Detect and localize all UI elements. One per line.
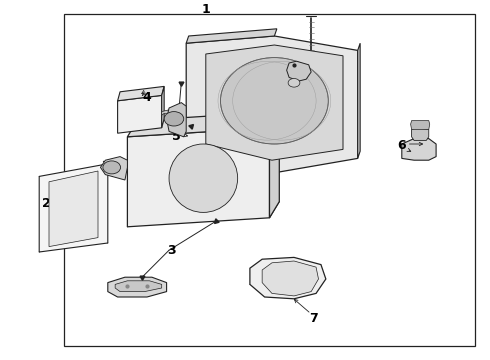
Polygon shape bbox=[186, 36, 358, 173]
Circle shape bbox=[164, 112, 184, 126]
Text: 4: 4 bbox=[143, 91, 151, 104]
Polygon shape bbox=[186, 29, 277, 43]
Polygon shape bbox=[262, 261, 318, 296]
Polygon shape bbox=[206, 45, 343, 160]
Circle shape bbox=[103, 161, 121, 174]
Polygon shape bbox=[358, 43, 360, 158]
Polygon shape bbox=[39, 164, 108, 252]
Polygon shape bbox=[127, 112, 279, 137]
Polygon shape bbox=[411, 121, 430, 130]
Text: 5: 5 bbox=[172, 130, 181, 143]
Text: 3: 3 bbox=[167, 244, 176, 257]
Polygon shape bbox=[100, 157, 127, 180]
Polygon shape bbox=[118, 86, 164, 101]
Bar bbox=[64, 14, 475, 346]
Polygon shape bbox=[162, 86, 164, 128]
Polygon shape bbox=[287, 61, 311, 81]
Polygon shape bbox=[49, 171, 98, 247]
Polygon shape bbox=[167, 103, 186, 137]
Polygon shape bbox=[270, 112, 279, 218]
Polygon shape bbox=[108, 277, 167, 297]
Ellipse shape bbox=[169, 144, 238, 212]
Polygon shape bbox=[402, 139, 436, 160]
Polygon shape bbox=[412, 128, 429, 140]
Text: 2: 2 bbox=[42, 197, 51, 210]
Text: 6: 6 bbox=[397, 139, 406, 152]
Polygon shape bbox=[162, 110, 169, 115]
Circle shape bbox=[288, 78, 300, 87]
Text: 1: 1 bbox=[201, 3, 210, 15]
Text: 7: 7 bbox=[309, 312, 318, 325]
Polygon shape bbox=[127, 128, 270, 227]
Polygon shape bbox=[115, 281, 162, 292]
Polygon shape bbox=[118, 95, 162, 133]
Polygon shape bbox=[250, 257, 326, 299]
Ellipse shape bbox=[220, 58, 328, 144]
